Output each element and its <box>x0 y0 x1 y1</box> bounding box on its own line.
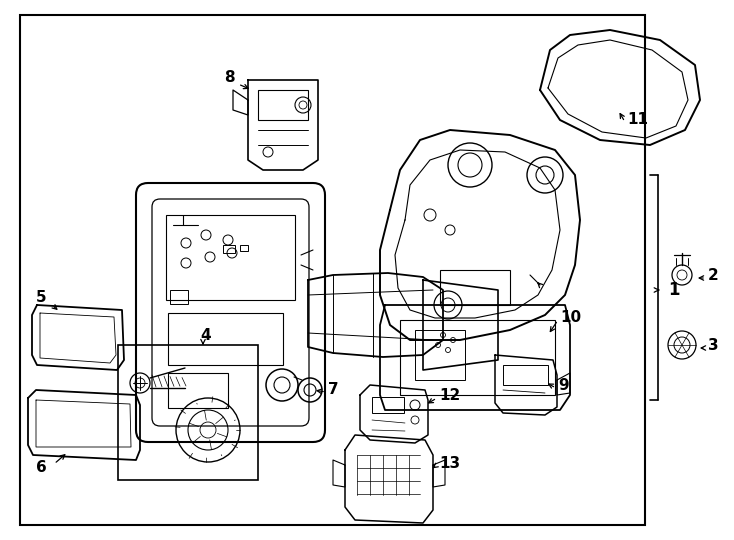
Bar <box>20 15 645 525</box>
Bar <box>168 373 228 408</box>
Text: 4: 4 <box>200 327 211 342</box>
Bar <box>503 365 548 385</box>
Text: 10: 10 <box>560 310 581 326</box>
Text: 8: 8 <box>224 71 235 85</box>
Bar <box>440 270 510 305</box>
Bar <box>240 245 248 251</box>
Bar <box>415 330 465 380</box>
Text: 3: 3 <box>708 338 719 353</box>
Text: 2: 2 <box>708 267 719 282</box>
Bar <box>400 320 555 395</box>
Text: 6: 6 <box>36 461 47 476</box>
Bar <box>166 215 295 300</box>
Text: 7: 7 <box>328 382 338 397</box>
Text: 11: 11 <box>627 112 648 127</box>
Bar <box>223 245 235 253</box>
Text: 13: 13 <box>439 456 460 470</box>
Text: 1: 1 <box>668 281 680 299</box>
Bar <box>258 90 308 120</box>
Bar <box>168 313 283 365</box>
Text: 5: 5 <box>36 291 47 306</box>
Text: 12: 12 <box>439 388 460 403</box>
Bar <box>372 397 404 413</box>
Bar <box>170 290 188 304</box>
Bar <box>118 345 258 480</box>
Text: 9: 9 <box>558 377 569 393</box>
